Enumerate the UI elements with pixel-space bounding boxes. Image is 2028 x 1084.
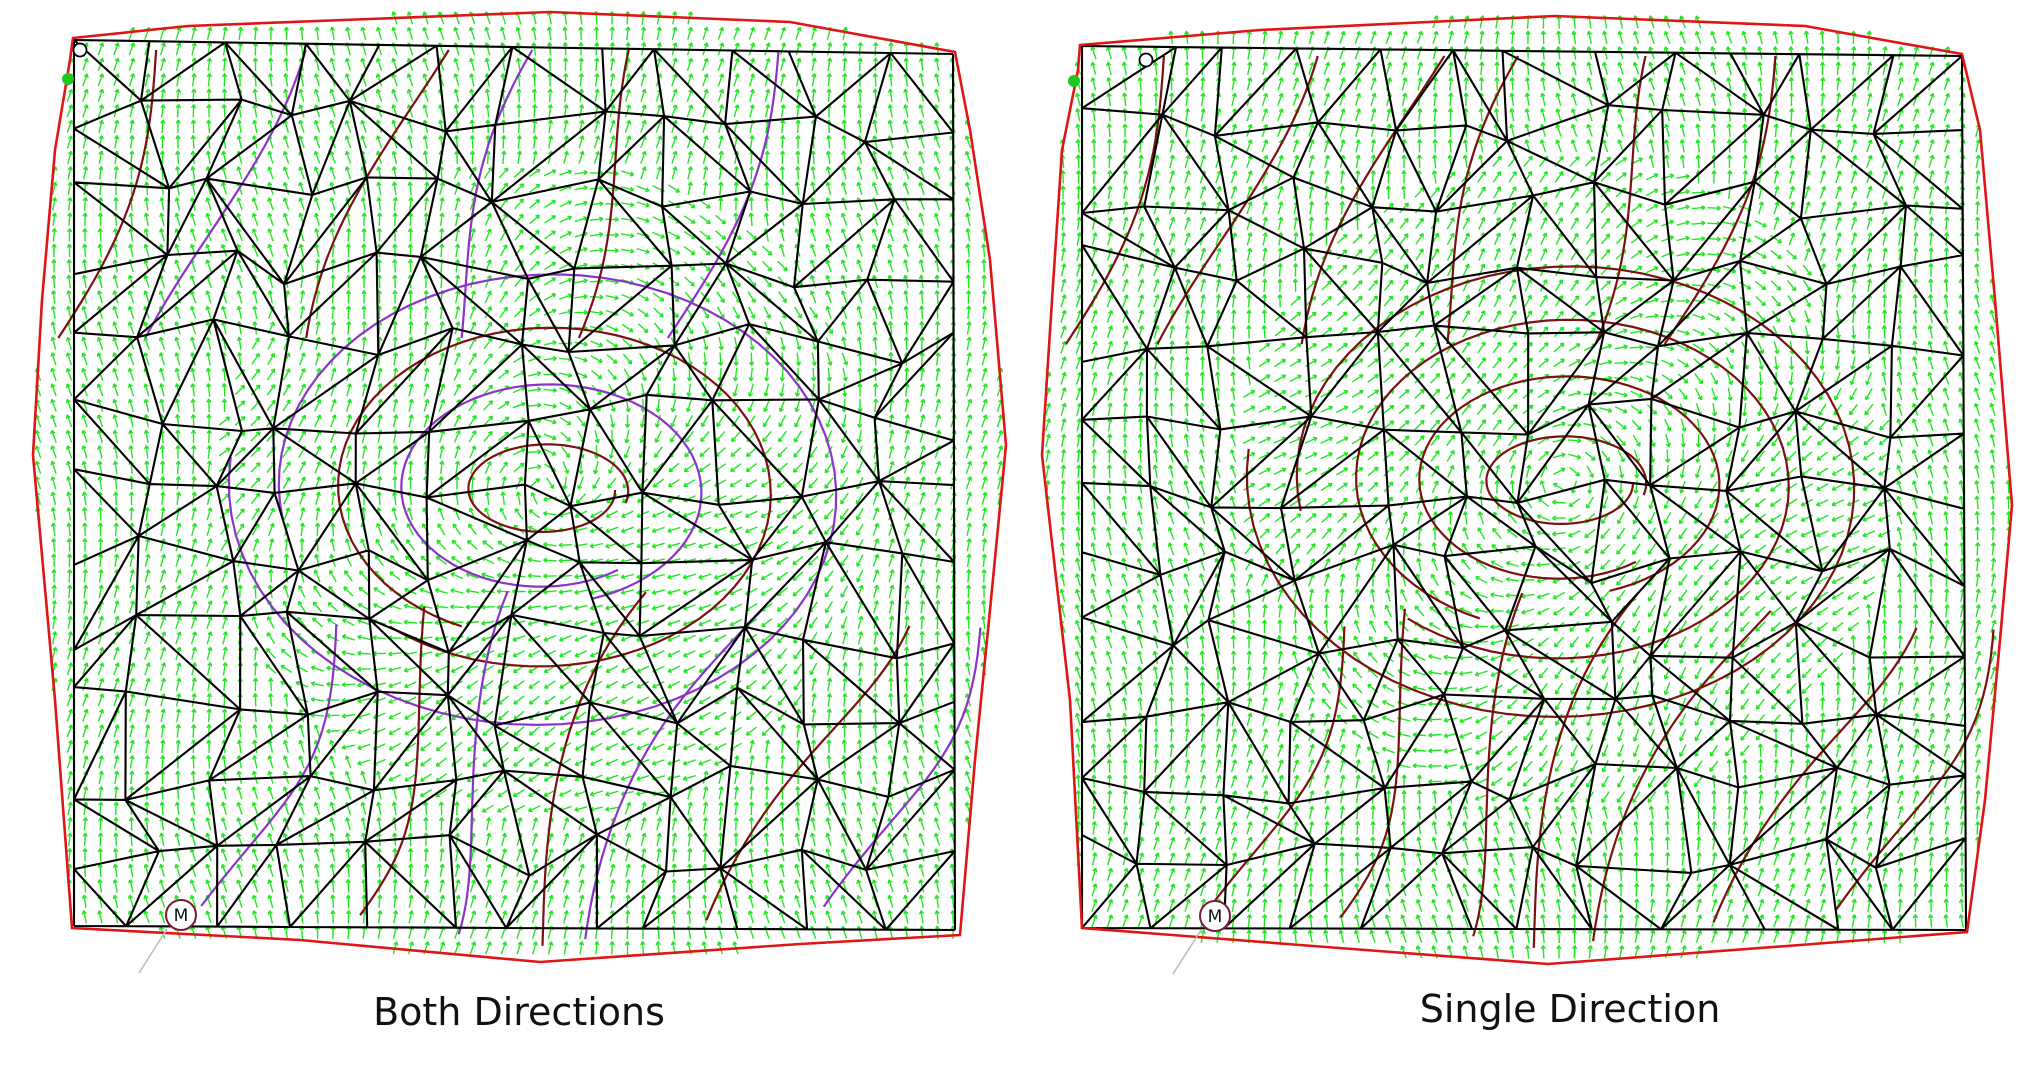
triangle-mesh bbox=[72, 38, 957, 932]
streamline-curve bbox=[1835, 629, 1995, 910]
domain-boundary bbox=[31, 10, 1008, 964]
panel-single-direction: M bbox=[1040, 14, 2014, 975]
streamline-curve bbox=[57, 49, 158, 339]
caption-single-direction: Single Direction bbox=[1419, 987, 1721, 1031]
streamline-curve bbox=[200, 624, 338, 907]
seed-point-marker bbox=[72, 42, 88, 58]
marker-label: M bbox=[1208, 907, 1223, 927]
streamline-curve bbox=[1446, 55, 1520, 345]
triangle-mesh bbox=[1080, 44, 1968, 932]
seed-point-marker bbox=[1138, 52, 1154, 68]
streamline-curve bbox=[577, 49, 630, 339]
streamline-curve bbox=[467, 443, 630, 534]
streamline-curve bbox=[457, 590, 509, 935]
vector-field bbox=[34, 11, 1004, 955]
streamline-curve bbox=[1339, 608, 1406, 918]
streamline-curve bbox=[144, 49, 307, 339]
caption-both-directions: Both Directions bbox=[373, 990, 665, 1034]
streamline-curve bbox=[822, 627, 982, 908]
mesh-edges bbox=[72, 38, 957, 932]
start-point-dot bbox=[62, 73, 74, 85]
vector-arrows bbox=[34, 11, 1004, 955]
marker-m[interactable]: M bbox=[138, 899, 197, 974]
streamline-curve bbox=[1245, 265, 1856, 719]
streamline-curve bbox=[1418, 375, 1721, 592]
streamline-curve bbox=[359, 606, 426, 916]
marker-ring bbox=[165, 899, 197, 931]
streamline-curve bbox=[400, 383, 703, 600]
streamline-curve bbox=[1065, 55, 1165, 345]
marker-leader-line bbox=[138, 928, 168, 974]
marker-ring bbox=[1199, 900, 1231, 932]
start-point-dot bbox=[1068, 75, 1080, 87]
streamline-curve bbox=[1712, 627, 1918, 923]
panel-both-directions: M bbox=[31, 10, 1008, 974]
streamline-curve bbox=[705, 625, 911, 921]
streamline-curve bbox=[1594, 55, 1647, 345]
marker-m[interactable]: M bbox=[1172, 900, 1231, 975]
streamline-curve bbox=[337, 326, 772, 668]
streamline-curve bbox=[1156, 55, 1319, 345]
mesh-edges bbox=[1080, 44, 1968, 932]
streamline-curve bbox=[305, 49, 450, 339]
streamline-curve bbox=[1485, 435, 1648, 526]
marker-leader-line bbox=[1172, 929, 1202, 975]
domain-boundary bbox=[1040, 14, 2014, 966]
streamline-curve bbox=[1532, 593, 1639, 948]
marker-label: M bbox=[174, 906, 189, 926]
